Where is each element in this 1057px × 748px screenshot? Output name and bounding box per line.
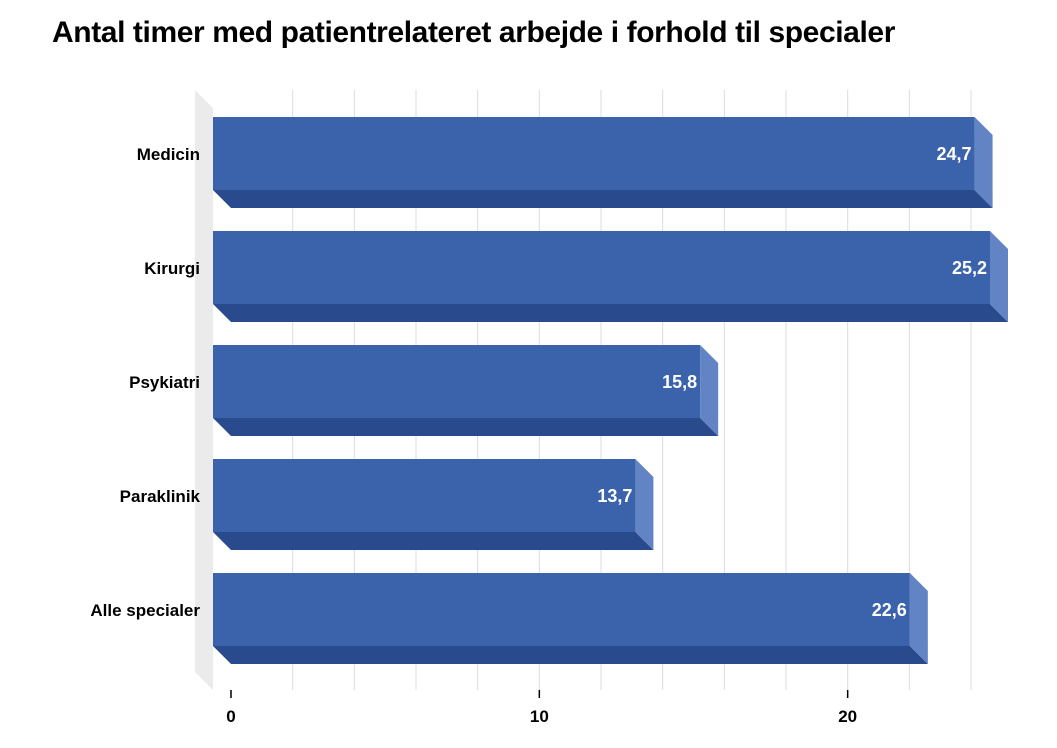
bar-underside [213,418,719,436]
bar-end-face [990,231,1008,322]
category-label: Kirurgi [144,259,200,278]
category-label: Medicin [137,145,200,164]
tick-label: 20 [838,707,857,726]
data-label: 13,7 [597,486,632,506]
data-label: 15,8 [662,372,697,392]
bar [213,459,636,532]
bar-end-face [974,117,993,208]
category-label: Paraklinik [120,487,201,506]
data-label: 24,7 [937,144,972,164]
bar-underside [213,532,654,550]
chart-wall [195,90,213,690]
chart-back-wall [195,90,213,690]
data-label: 22,6 [872,600,907,620]
chart-bars: 24,7 25,2 15,8 13,7 22,6 [213,117,1008,664]
bar-underside [213,304,1008,322]
category-label: Psykiatri [129,373,200,392]
bar-end-face [635,459,654,550]
tick-label: 0 [226,707,235,726]
chart-title: Antal timer med patientrelateret arbejde… [52,16,895,49]
tick-label: 10 [530,707,549,726]
bar [213,573,910,646]
bar [213,231,990,304]
chart-axis-ticks: 0 10 20 [226,690,857,726]
chart-category-labels: Medicin Kirurgi Psykiatri Paraklinik Alle sp… [90,145,200,620]
bar-underside [213,190,993,208]
category-label: Alle specialer [90,601,200,620]
bar [213,117,975,190]
bar [213,345,701,418]
bar-end-face [909,573,928,664]
bar-end-face [700,345,719,436]
data-label: 25,2 [952,258,987,278]
bar-underside [213,646,928,664]
